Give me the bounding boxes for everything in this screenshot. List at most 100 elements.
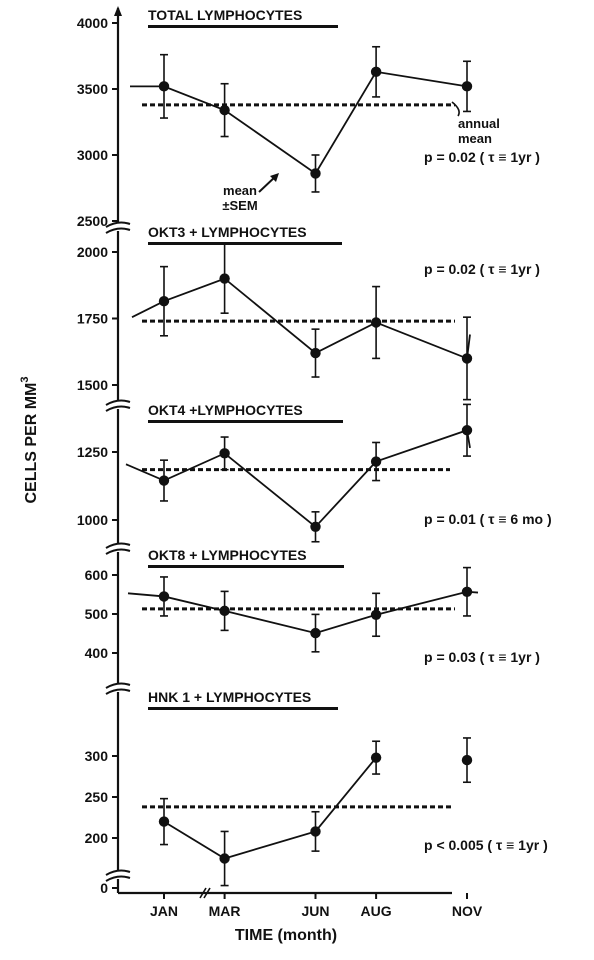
p-value-label: p = 0.03 ( τ ≡ 1yr ) [424, 649, 540, 665]
x-axis-break [199, 887, 211, 899]
data-point [310, 627, 321, 639]
data-point [158, 591, 170, 602]
annual-mean-pointer [451, 101, 460, 117]
x-axis: JAN MAR JUN AUG NOV [118, 887, 483, 919]
data-point [310, 347, 321, 359]
axis-break-gap [106, 222, 130, 231]
y-tick-label: 200 [85, 830, 109, 846]
data-point [370, 456, 382, 467]
data-point [461, 586, 473, 597]
y-tick-label: 2000 [77, 244, 108, 260]
x-tick-label: AUG [361, 903, 392, 919]
annual-mean-label: mean [458, 131, 492, 146]
x-tick-label: MAR [209, 903, 241, 919]
data-point [158, 475, 170, 486]
series-line [163, 757, 377, 860]
panel-2: 1500 1750 2000 OKT3 + LYMPHOCYTES p = 0.02 (… [77, 224, 540, 401]
x-tick-label: JUN [301, 903, 329, 919]
axis-layer [105, 6, 131, 893]
axis-break [105, 869, 131, 882]
data-point [219, 853, 230, 864]
panel-title-underline [148, 420, 343, 423]
panel-title-underline [148, 707, 338, 710]
axis-break-mark [105, 688, 131, 695]
y-tick-label: 2500 [77, 213, 108, 229]
axis-break [105, 221, 131, 234]
p-value-label: p = 0.01 ( τ ≡ 6 mo ) [424, 511, 552, 527]
data-point [461, 425, 473, 436]
axis-break [105, 542, 131, 555]
axis-break-gap [106, 870, 130, 879]
error-label: mean [223, 183, 257, 198]
axis-break-mark [105, 405, 131, 412]
y-tick-label: 300 [85, 748, 109, 764]
data-point [461, 353, 473, 364]
data-point [219, 104, 230, 116]
panel-title-underline [148, 25, 338, 28]
y-tick-label: 1250 [77, 444, 108, 460]
axis-break-mark [105, 542, 131, 549]
data-point [219, 448, 230, 459]
y-axis-title-superscript: 3 [19, 376, 31, 382]
data-point [370, 752, 382, 763]
panel-title: OKT4 +LYMPHOCYTES [148, 402, 303, 418]
y-tick-label: 0 [100, 880, 108, 896]
panel-title-underline [148, 242, 342, 245]
series-line [131, 277, 471, 360]
y-tick-label: 1750 [77, 311, 108, 327]
axis-break-gap [106, 543, 130, 552]
p-value-label: p < 0.005 ( τ ≡ 1yr ) [424, 837, 548, 853]
panel-title: OKT8 + LYMPHOCYTES [148, 547, 307, 563]
x-tick-label: NOV [452, 903, 483, 919]
y-tick-label: 4000 [77, 15, 108, 31]
panel-5: 0 200 250 300 HNK 1 + LYMPHOCYTES p < 0.005 (… [85, 689, 548, 896]
x-axis-title: TIME (month) [235, 927, 337, 944]
y-axis-title: CELLS PER MM3 [19, 376, 40, 503]
p-value-label: p = 0.02 ( τ ≡ 1yr ) [424, 261, 540, 277]
data-point [310, 826, 321, 837]
panel-title: HNK 1 + LYMPHOCYTES [148, 689, 311, 705]
data-point [370, 66, 382, 78]
p-value-label: p = 0.02 ( τ ≡ 1yr ) [424, 149, 540, 165]
data-point [370, 317, 382, 328]
panel-title-underline [148, 565, 344, 568]
axis-break-mark [105, 548, 131, 555]
axis-break-mark [105, 869, 131, 876]
y-tick-label: 1000 [77, 512, 108, 528]
panel-title: TOTAL LYMPHOCYTES [148, 7, 302, 23]
axis-break [105, 682, 131, 695]
data-point [461, 754, 473, 766]
axis-break-gap [106, 400, 130, 409]
y-tick-label: 3000 [77, 147, 108, 163]
y-axis-arrowhead [114, 6, 122, 16]
series-line [130, 70, 470, 175]
axis-break-mark [105, 227, 131, 234]
annual-mean-label: annual [458, 116, 500, 131]
axis-break-mark [105, 682, 131, 689]
error-pointer-head [270, 173, 279, 182]
series-line [127, 590, 479, 635]
x-tick-label: JAN [150, 903, 178, 919]
series-line [125, 429, 471, 529]
data-point [158, 816, 170, 827]
y-tick-label: 3500 [77, 81, 108, 97]
data-point [310, 521, 321, 532]
data-point [461, 81, 473, 92]
data-point [219, 605, 230, 617]
data-point [310, 168, 321, 179]
y-tick-label: 250 [85, 789, 109, 805]
axis-break-mark [105, 221, 131, 228]
y-tick-label: 1500 [77, 377, 108, 393]
axis-break [105, 399, 131, 412]
error-label: ±SEM [222, 198, 257, 213]
panel-title: OKT3 + LYMPHOCYTES [148, 224, 307, 240]
y-axis-title-text: CELLS PER MM [23, 383, 40, 504]
y-tick-label: 400 [85, 645, 109, 661]
panel-3: 1000 1250 OKT4 +LYMPHOCYTES p = 0.01 ( τ ≡ … [77, 402, 552, 543]
panel-1: 2500 3000 3500 4000 TOTAL LYMPHOCYTES p = 0.0… [77, 7, 540, 229]
data-point [158, 81, 170, 92]
y-tick-label: 600 [85, 567, 109, 583]
